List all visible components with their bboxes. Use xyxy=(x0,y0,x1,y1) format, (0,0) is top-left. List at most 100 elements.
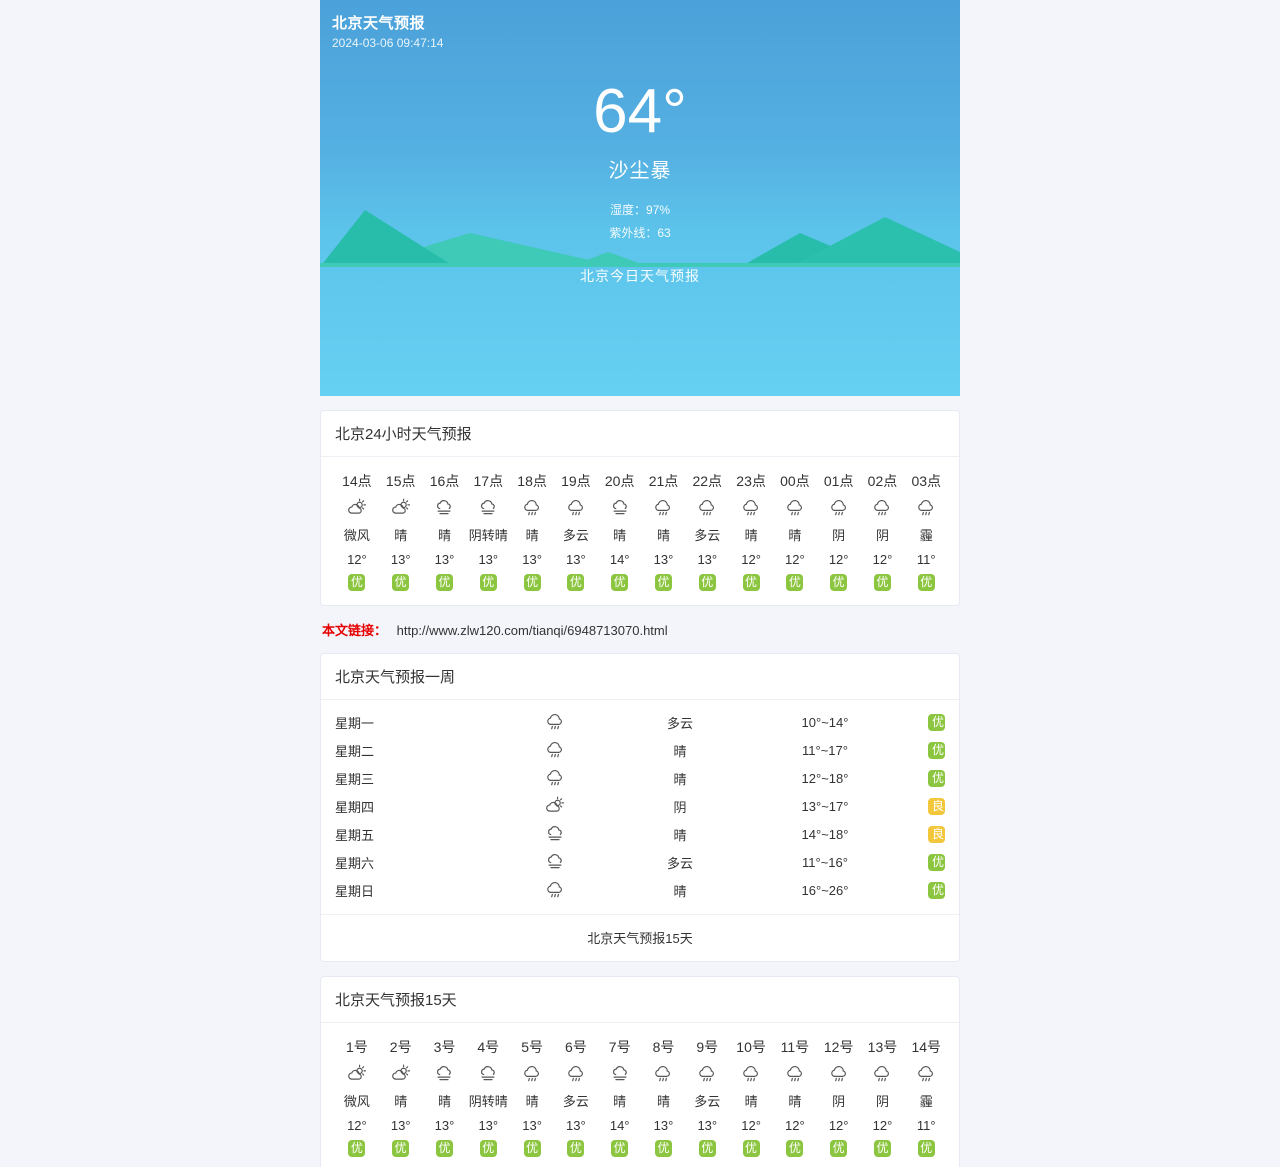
condition-label: 晴 xyxy=(673,743,687,759)
day-label: 7号 xyxy=(608,1039,631,1055)
current-temperature: 64° xyxy=(593,77,687,146)
weather-icon xyxy=(554,495,598,521)
temperature-label: 11° xyxy=(916,552,936,567)
temperature-label: 12° xyxy=(785,1118,805,1133)
aqi-badge: 优 xyxy=(742,574,760,591)
temperature-label: 13° xyxy=(478,552,499,567)
temperature-label: 13° xyxy=(653,1118,674,1133)
condition-label: 阴 xyxy=(673,799,687,815)
hour-column: 23点 晴 12° 优 xyxy=(729,465,773,591)
weather-icon xyxy=(904,1061,945,1087)
aqi-badge: 优 xyxy=(698,1140,716,1157)
weather-icon xyxy=(510,1061,554,1087)
hero-meta: 湿度：97% 紫外线：63 xyxy=(320,201,960,241)
day-label: 13号 xyxy=(867,1039,898,1055)
aqi-badge: 优 xyxy=(567,1140,585,1157)
weekday-label: 星期五 xyxy=(335,827,375,843)
weather-icon xyxy=(335,495,379,521)
weekday-label: 星期三 xyxy=(335,771,375,787)
week-row: 星期二 晴 11°~17° 优 xyxy=(321,736,959,764)
condition-label: 多云 xyxy=(694,528,721,543)
hour-label: 14点 xyxy=(342,473,372,489)
condition-label: 阴转晴 xyxy=(468,528,508,543)
weather-icon xyxy=(598,1061,642,1087)
article-url-link[interactable]: http://www.zlw120.com/tianqi/6948713070.… xyxy=(396,623,668,638)
temperature-range: 12°~18° xyxy=(801,770,849,786)
weather-icon xyxy=(685,495,729,521)
aqi-badge: 优 xyxy=(435,1140,453,1157)
weather-icon xyxy=(466,495,510,521)
aqi-badge: 优 xyxy=(873,574,891,591)
weather-icon xyxy=(466,1061,510,1087)
day-label: 4号 xyxy=(477,1039,500,1055)
condition-label: 晴 xyxy=(394,528,408,543)
hour-column: 17点 阴转晴 13° 优 xyxy=(466,465,510,591)
temperature-range: 16°~26° xyxy=(801,882,849,898)
aqi-badge: 优 xyxy=(523,1140,541,1157)
day-column: 8号 晴 13° 优 xyxy=(642,1031,686,1157)
day-column: 5号 晴 13° 优 xyxy=(510,1031,554,1157)
weather-icon xyxy=(495,823,615,845)
weekly-card-title: 北京天气预报一周 xyxy=(321,654,959,700)
hour-label: 20点 xyxy=(604,473,635,489)
day-column: 14号 霾 11° 优 xyxy=(904,1031,945,1157)
hour-column: 16点 晴 13° 优 xyxy=(423,465,467,591)
hour-label: 22点 xyxy=(692,473,723,489)
condition-label: 晴 xyxy=(673,827,687,843)
aqi-badge: 优 xyxy=(392,1140,410,1157)
day-label: 12号 xyxy=(823,1039,854,1055)
temperature-label: 14° xyxy=(609,552,630,567)
page-container: 北京天气预报 2024-03-06 09:47:14 64° 沙尘暴 湿度：97… xyxy=(320,0,960,1167)
hour-label: 23点 xyxy=(736,473,766,489)
hour-column: 00点 晴 12° 优 xyxy=(773,465,817,591)
aqi-badge: 优 xyxy=(917,1140,935,1157)
hourly-card-body: 14点 微风 12° 优 15点 晴 13° 优 16点 xyxy=(321,457,959,605)
weather-icon xyxy=(598,495,642,521)
temperature-label: 12° xyxy=(741,552,761,567)
article-link-label: 本文链接： xyxy=(322,623,388,638)
condition-label: 晴 xyxy=(656,1094,670,1109)
aqi-badge: 优 xyxy=(698,574,716,591)
weather-icon xyxy=(379,1061,423,1087)
condition-label: 阴 xyxy=(832,528,846,543)
hour-label: 02点 xyxy=(867,473,898,489)
weather-icon xyxy=(510,495,554,521)
week-row: 星期五 晴 14°~18° 良 xyxy=(321,820,959,848)
weather-icon xyxy=(642,495,686,521)
temperature-label: 13° xyxy=(434,552,455,567)
hour-column: 03点 霾 11° 优 xyxy=(904,465,945,591)
weekly-rows: 星期一 多云 10°~14° 优 星期二 晴 11°~17° 优 星期三 xyxy=(321,700,959,904)
temperature-range: 11°~17° xyxy=(802,742,848,758)
aqi-badge: 优 xyxy=(654,574,672,591)
condition-label: 晴 xyxy=(788,1094,802,1109)
weather-icon xyxy=(817,495,861,521)
aqi-badge: 优 xyxy=(479,1140,497,1157)
temperature-label: 12° xyxy=(347,1118,367,1133)
temperature-label: 13° xyxy=(697,552,718,567)
temperature-label: 13° xyxy=(478,1118,499,1133)
weather-icon xyxy=(495,767,615,789)
weather-icon xyxy=(685,1061,729,1087)
aqi-badge: 优 xyxy=(917,574,935,591)
day-label: 10号 xyxy=(736,1039,766,1055)
weather-icon xyxy=(773,495,817,521)
hour-label: 00点 xyxy=(780,473,810,489)
weather-icon xyxy=(861,1061,905,1087)
daily15-strip[interactable]: 1号 微风 12° 优 2号 晴 13° 优 3号 xyxy=(335,1031,945,1157)
weekday-label: 星期四 xyxy=(335,799,375,815)
temperature-label: 12° xyxy=(785,552,805,567)
condition-label: 晴 xyxy=(673,883,687,899)
fifteen-day-link[interactable]: 北京天气预报15天 xyxy=(321,914,959,961)
hourly-strip[interactable]: 14点 微风 12° 优 15点 晴 13° 优 16点 xyxy=(335,465,945,591)
temperature-range: 13°~17° xyxy=(801,798,849,814)
hour-column: 15点 晴 13° 优 xyxy=(379,465,423,591)
temperature-label: 11° xyxy=(916,1118,936,1133)
temperature-label: 12° xyxy=(741,1118,761,1133)
condition-label: 霾 xyxy=(919,528,933,543)
temperature-label: 12° xyxy=(828,552,849,567)
weather-icon xyxy=(379,495,423,521)
temperature-label: 13° xyxy=(522,552,542,567)
weather-icon xyxy=(729,495,773,521)
daily15-forecast-card: 北京天气预报15天 1号 微风 12° 优 2号 晴 xyxy=(320,976,960,1167)
temperature-label: 13° xyxy=(697,1118,718,1133)
